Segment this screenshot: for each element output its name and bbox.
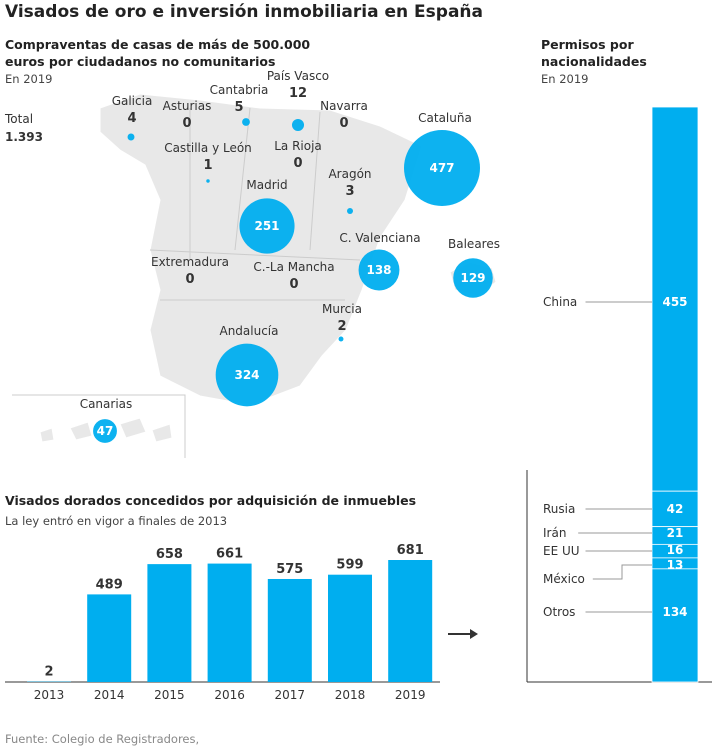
- region-label: Baleares: [448, 237, 500, 251]
- region-label: Canarias: [80, 397, 133, 411]
- value-label: 599: [336, 558, 363, 573]
- x-tick-label: 2013: [34, 688, 65, 702]
- value-label: 42: [667, 502, 684, 516]
- segment-label: México: [543, 572, 585, 586]
- value-label: 0: [293, 156, 302, 171]
- total-label: Total: [5, 112, 34, 126]
- region-label: Navarra: [320, 99, 368, 113]
- value-label: 3: [345, 184, 354, 199]
- region-label: Castilla y León: [164, 141, 252, 155]
- value-label: 658: [156, 547, 183, 562]
- bar-subtitle: La ley entró en vigor a finales de 2013: [5, 514, 228, 528]
- bubble: [291, 118, 305, 132]
- bubble: [215, 343, 279, 407]
- bar: [267, 578, 312, 682]
- value-label: 455: [662, 295, 687, 309]
- region-label: La Rioja: [274, 139, 322, 153]
- region-label: Madrid: [246, 178, 287, 192]
- region-label: Murcia: [322, 302, 362, 316]
- stack-title: Permisos por nacionalidades: [541, 37, 647, 69]
- title: Visados de oro e inversión inmobiliaria …: [5, 2, 484, 22]
- map-title: Compraventas de casas de más de 500.000 …: [5, 37, 311, 69]
- bubble: [453, 258, 493, 298]
- x-tick-label: 2018: [335, 688, 366, 702]
- value-label: 575: [276, 562, 303, 577]
- value-label: 5: [234, 100, 243, 115]
- region-label: C. Valenciana: [339, 231, 420, 245]
- bubble: [358, 249, 400, 291]
- value-label: 1: [203, 158, 212, 173]
- segment: [651, 568, 699, 683]
- bubble: [242, 118, 250, 126]
- value-label: 489: [96, 577, 123, 592]
- bar: [328, 574, 372, 682]
- region-label: Galicia: [112, 94, 153, 108]
- x-tick-label: 2014: [94, 688, 125, 702]
- stack-subtitle: En 2019: [541, 72, 589, 86]
- segment-label: Rusia: [543, 502, 575, 516]
- bubble: [338, 336, 344, 342]
- bubble: [93, 419, 117, 443]
- value-label: 0: [289, 277, 298, 292]
- segment: [651, 106, 699, 492]
- bubble: [127, 133, 135, 141]
- bar: [207, 563, 252, 682]
- bubble: [403, 129, 481, 207]
- bubble: [206, 179, 210, 183]
- segment-label: Otros: [543, 605, 575, 619]
- bar: [147, 564, 192, 682]
- region-label: Cantabria: [210, 83, 269, 97]
- value-label: 129: [460, 271, 485, 285]
- region-label: Extremadura: [151, 255, 229, 269]
- value-label: 21: [667, 526, 684, 540]
- value-label: 0: [339, 116, 348, 131]
- region-label: Asturias: [163, 99, 212, 113]
- region-label: Cataluña: [418, 111, 472, 125]
- value-label: 138: [366, 263, 391, 277]
- segment-label: China: [543, 295, 577, 309]
- value-label: 0: [182, 116, 191, 131]
- value-label: 661: [216, 547, 243, 562]
- region-label: C.-La Mancha: [253, 260, 334, 274]
- value-label: 16: [667, 543, 684, 557]
- x-tick-label: 2019: [395, 688, 426, 702]
- value-label: 47: [97, 424, 114, 438]
- region-label: Andalucía: [219, 324, 278, 338]
- map-lines: [12, 107, 361, 458]
- value-label: 324: [234, 368, 259, 382]
- x-tick-label: 2016: [214, 688, 245, 702]
- segment-label: Irán: [543, 526, 566, 540]
- leader-line: [592, 564, 652, 580]
- bubble: [239, 198, 295, 254]
- region-label: Aragón: [328, 167, 371, 181]
- value-label: 251: [254, 219, 279, 233]
- bar-title: Visados dorados concedidos por adquisici…: [5, 493, 417, 508]
- bubble: [346, 207, 354, 215]
- value-label: 4: [127, 111, 136, 126]
- bar: [87, 594, 132, 682]
- x-tick-label: 2015: [154, 688, 185, 702]
- value-label: 12: [289, 86, 307, 101]
- segment-label: EE UU: [543, 544, 580, 558]
- value-label: 2: [337, 319, 346, 334]
- arrow: [448, 629, 478, 639]
- map-subtitle: En 2019: [5, 72, 53, 86]
- x-tick-label: 2017: [275, 688, 306, 702]
- value-label: 681: [397, 543, 424, 558]
- bar: [388, 560, 433, 682]
- region-label: País Vasco: [267, 69, 329, 83]
- source: Fuente: Colegio de Registradores,: [5, 732, 200, 746]
- value-label: 2: [44, 665, 53, 680]
- value-label: 134: [662, 605, 687, 619]
- value-label: 0: [185, 272, 194, 287]
- total-value: 1.393: [5, 130, 43, 144]
- value-label: 477: [429, 161, 454, 175]
